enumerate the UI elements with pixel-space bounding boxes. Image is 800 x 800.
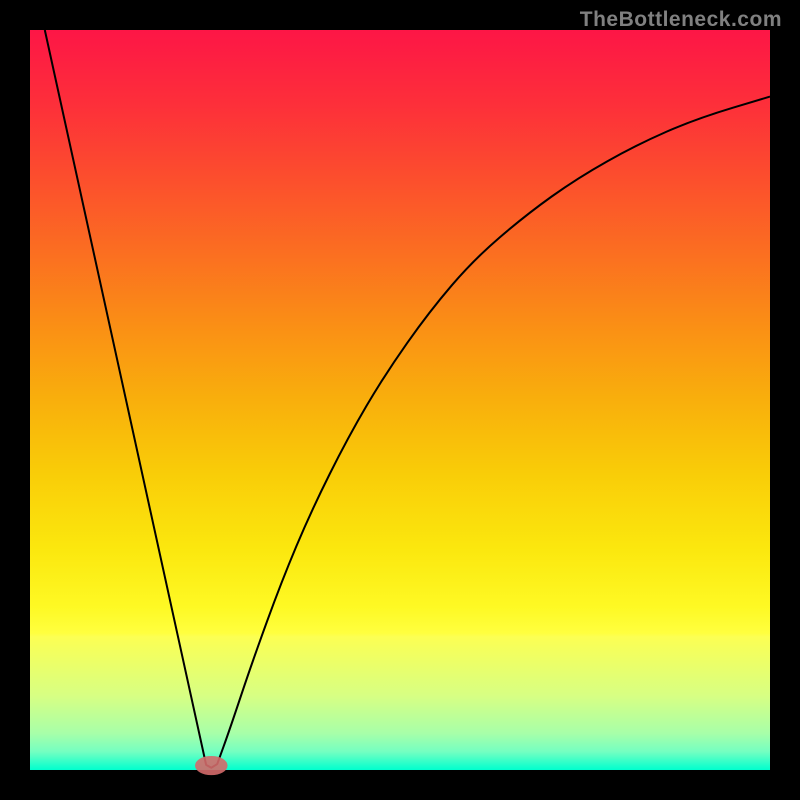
chart-container: TheBottleneck.com: [0, 0, 800, 800]
curve-overlay: [0, 0, 800, 800]
min-marker: [195, 756, 228, 775]
bottleneck-curve: [45, 30, 770, 768]
watermark-text: TheBottleneck.com: [580, 8, 782, 32]
